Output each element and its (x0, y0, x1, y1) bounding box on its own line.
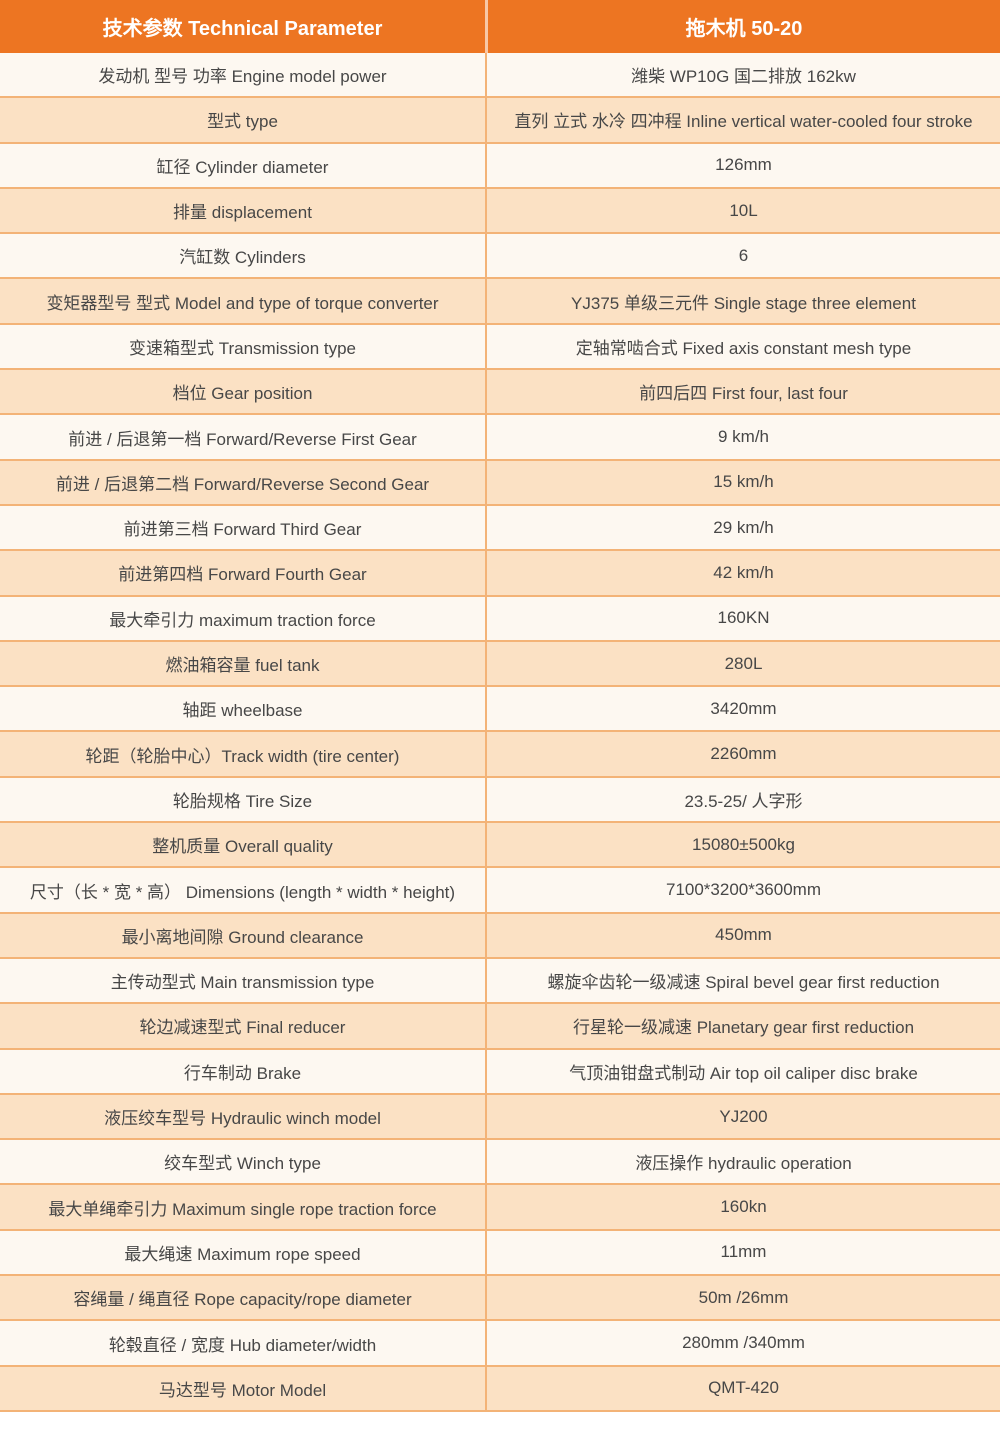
table-row: 缸径 Cylinder diameter 126mm (0, 143, 1000, 189)
parameter-value: 7100*3200*3600mm (485, 868, 1000, 912)
parameter-label: 轴距 wheelbase (182, 701, 303, 721)
table-row: 最小离地间隙 Ground clearance 450mm (0, 913, 1000, 959)
parameter-value: 42 km/h (485, 551, 1000, 595)
parameter-value: 前四后四 First four, last four (485, 370, 1000, 414)
parameter-value: 螺旋伞齿轮一级减速 Spiral bevel gear first reduct… (485, 958, 1000, 1003)
parameter-label: 缸径 Cylinder diameter (156, 157, 329, 177)
parameter-label: 行车制动 Brake (183, 1063, 302, 1083)
parameter-value: 2260mm (485, 732, 1000, 776)
parameter-value: 9 km/h (485, 415, 1000, 459)
parameter-label: 前进 / 后退第二档 Forward/Reverse Second Gear (55, 474, 430, 494)
parameter-label: 液压绞车型号 Hydraulic winch model (104, 1109, 381, 1129)
parameter-value: 450mm (485, 913, 1000, 957)
table-row: 轮胎规格 Tire Size 23.5-25/ 人字形 (0, 777, 1000, 824)
table-row: 主传动型式 Main transmission type 螺旋伞齿轮一级减速 Sp… (0, 958, 1000, 1005)
table-row: 最大单绳牵引力 Maximum single rope traction for… (0, 1185, 1000, 1231)
table-row: 变速箱型式 Transmission type 定轴常啮合式 Fixed axis… (0, 324, 1000, 371)
table-row: 最大绳速 Maximum rope speed 11mm (0, 1230, 1000, 1277)
table-row: 整机质量 Overall quality 15080±500kg (0, 823, 1000, 869)
parameter-value: 6 (485, 234, 1000, 278)
parameter-value: 15080±500kg (485, 823, 1000, 867)
parameter-label: 前进第四档 Forward Fourth Gear (118, 565, 367, 585)
parameter-value: 280L (485, 641, 1000, 686)
table-body: 发动机 型号 功率 Engine model power 潍柴 WP10G 国二排… (0, 53, 1000, 1412)
parameter-value: 160KN (485, 596, 1000, 640)
table-row: 轮距（轮胎中心）Track width (tire center) 2260mm (0, 732, 1000, 778)
parameter-value: 23.5-25/ 人字形 (485, 777, 1000, 822)
table-row: 前进第四档 Forward Fourth Gear 42 km/h (0, 551, 1000, 597)
table-row: 排量 displacement 10L (0, 188, 1000, 235)
table-header: 技术参数 Technical Parameter 拖木机 50-20 (0, 0, 1000, 53)
parameter-value: 280mm /340mm (485, 1321, 1000, 1365)
table-row: 发动机 型号 功率 Engine model power 潍柴 WP10G 国二排… (0, 53, 1000, 99)
table-row: 汽缸数 Cylinders 6 (0, 234, 1000, 280)
parameter-label: 马达型号 Motor Model (158, 1380, 327, 1400)
parameter-label: 绞车型式 Winch type (164, 1154, 321, 1174)
parameter-value: 3420mm (485, 687, 1000, 731)
parameter-label: 整机质量 Overall quality (152, 837, 333, 857)
table-row: 最大牵引力 maximum traction force 160KN (0, 596, 1000, 642)
parameter-value: 潍柴 WP10G 国二排放 162kw (485, 53, 1000, 97)
parameter-label: 尺寸（长 * 宽 * 高） Dimensions (length * width… (29, 882, 456, 902)
table-row: 型式 type 直列 立式 水冷 四冲程 Inline vertical wate… (0, 98, 1000, 144)
table-row: 前进第三档 Forward Third Gear 29 km/h (0, 505, 1000, 552)
parameter-label: 汽缸数 Cylinders (179, 248, 306, 268)
table-row: 液压绞车型号 Hydraulic winch model YJ200 (0, 1094, 1000, 1141)
table-row: 档位 Gear position 前四后四 First four, last fo… (0, 370, 1000, 416)
parameter-value: 定轴常啮合式 Fixed axis constant mesh type (485, 324, 1000, 369)
table-row: 绞车型式 Winch type 液压操作 hydraulic operation (0, 1140, 1000, 1186)
parameter-label: 型式 type (207, 112, 278, 132)
table-row: 燃油箱容量 fuel tank 280L (0, 641, 1000, 688)
table-row: 尺寸（长 * 宽 * 高） Dimensions (length * width… (0, 868, 1000, 914)
header-parameter-column: 技术参数 Technical Parameter (102, 18, 383, 40)
parameter-value: 气顶油钳盘式制动 Air top oil caliper disc brake (485, 1049, 1000, 1093)
parameter-label: 轮距（轮胎中心）Track width (tire center) (85, 746, 400, 766)
parameter-label: 最大单绳牵引力 Maximum single rope traction for… (48, 1199, 437, 1219)
table-row: 轮毂直径 / 宽度 Hub diameter/width 280mm /340mm (0, 1321, 1000, 1367)
parameter-value: YJ375 单级三元件 Single stage three element (485, 279, 1000, 323)
table-row: 前进 / 后退第一档 Forward/Reverse First Gear 9 k… (0, 415, 1000, 461)
parameter-label: 主传动型式 Main transmission type (110, 973, 375, 993)
table-row: 变矩器型号 型式 Model and type of torque conver… (0, 279, 1000, 325)
parameter-label: 最小离地间隙 Ground clearance (121, 927, 364, 947)
parameter-value: 液压操作 hydraulic operation (485, 1140, 1000, 1184)
table-row: 轮边减速型式 Final reducer 行星轮一级减速 Planetary ge… (0, 1004, 1000, 1050)
parameter-label: 档位 Gear position (172, 384, 313, 404)
table-row: 前进 / 后退第二档 Forward/Reverse Second Gear 15… (0, 460, 1000, 506)
parameter-value: 直列 立式 水冷 四冲程 Inline vertical water-coole… (485, 98, 1000, 142)
parameter-label: 前进第三档 Forward Third Gear (123, 520, 362, 540)
parameter-value: 10L (485, 188, 1000, 233)
parameter-label: 轮边减速型式 Final reducer (139, 1018, 346, 1038)
parameter-value: 行星轮一级减速 Planetary gear first reduction (485, 1004, 1000, 1048)
parameter-label: 前进 / 后退第一档 Forward/Reverse First Gear (68, 429, 417, 449)
parameter-value: QMT-420 (485, 1366, 1000, 1410)
parameter-label: 发动机 型号 功率 Engine model power (98, 67, 387, 87)
parameter-label: 燃油箱容量 fuel tank (165, 656, 320, 676)
table-row: 轴距 wheelbase 3420mm (0, 687, 1000, 733)
parameter-label: 轮毂直径 / 宽度 Hub diameter/width (108, 1335, 377, 1355)
table-row: 容绳量 / 绳直径 Rope capacity/rope diameter 50m… (0, 1276, 1000, 1322)
header-model-column: 拖木机 50-20 (485, 0, 1000, 53)
parameter-value: 29 km/h (485, 505, 1000, 550)
parameter-value: 15 km/h (485, 460, 1000, 504)
parameter-label: 最大绳速 Maximum rope speed (124, 1244, 361, 1264)
parameter-value: 126mm (485, 143, 1000, 187)
parameter-value: YJ200 (485, 1094, 1000, 1139)
parameter-label: 变速箱型式 Transmission type (128, 338, 357, 358)
parameter-label: 排量 displacement (173, 203, 312, 223)
parameter-value: 50m /26mm (485, 1276, 1000, 1320)
parameter-label: 容绳量 / 绳直径 Rope capacity/rope diameter (73, 1290, 412, 1310)
parameter-label: 变矩器型号 型式 Model and type of torque conver… (46, 293, 439, 313)
table-row: 马达型号 Motor Model QMT-420 (0, 1366, 1000, 1412)
parameter-label: 最大牵引力 maximum traction force (109, 610, 376, 630)
table-row: 行车制动 Brake 气顶油钳盘式制动 Air top oil caliper d… (0, 1049, 1000, 1095)
parameter-value: 11mm (485, 1230, 1000, 1275)
parameter-label: 轮胎规格 Tire Size (172, 791, 313, 811)
parameter-value: 160kn (485, 1185, 1000, 1229)
